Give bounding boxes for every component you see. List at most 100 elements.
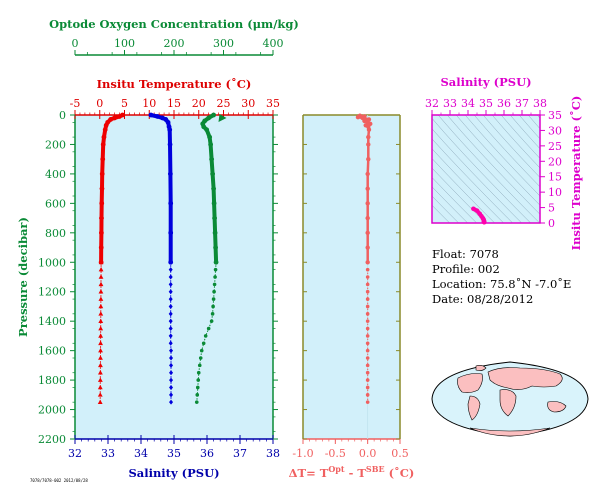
temperature-tick-label: 20 (192, 97, 206, 110)
ts-point (481, 219, 487, 225)
delta-t-tick-label: 0.0 (359, 447, 377, 460)
salinity-deep-point (168, 311, 173, 317)
salinity-deep-point (169, 377, 174, 383)
temperature-point (101, 134, 107, 140)
salinity-deep-point (168, 296, 173, 302)
temperature-tick-label: 10 (142, 97, 156, 110)
delta-t-axis-title-part: Opt (328, 464, 345, 474)
oxygen-point (207, 134, 213, 140)
ts-sal-tick-label: 34 (461, 97, 475, 110)
ts-sal-tick-label: 32 (425, 97, 439, 110)
temperature-point (99, 200, 105, 206)
oxygen-point (206, 115, 212, 121)
temperature-tick-label: 25 (217, 97, 231, 110)
oxygen-deep-point (195, 385, 200, 390)
delta-t-tick-label: 0.5 (391, 447, 409, 460)
ts-density-contour (464, 115, 540, 197)
temperature-point (112, 115, 117, 121)
temperature-tick-label: 35 (266, 97, 280, 110)
world-map (431, 361, 589, 437)
ts-sal-tick-label: 35 (479, 97, 493, 110)
ts-density-contours (432, 115, 540, 223)
oxygen-deep-point (206, 326, 211, 331)
salinity-point (168, 200, 174, 206)
salinity-deep-point (168, 281, 173, 287)
footer-tag: 7078/7078-002 2012/08/28 (30, 478, 88, 483)
temperature-deep-point (98, 340, 103, 346)
delta-t-deep-point (365, 267, 370, 272)
ts-density-contour (518, 115, 540, 140)
info-profile: Profile: 002 (432, 262, 500, 276)
delta-t-deep-point (365, 341, 370, 346)
oxygen-deep-point (211, 297, 216, 301)
oxygen-deep-point (197, 363, 202, 368)
delta-t-point (365, 186, 370, 191)
temperature-deep-point (98, 333, 104, 338)
oxygen-tick-label: 100 (114, 37, 135, 50)
info-location: Location: 75.8˚N -7.0˚E (432, 277, 571, 291)
ts-point (474, 208, 480, 213)
salinity-deep-point (168, 267, 173, 273)
delta-t-panel-bg (303, 115, 400, 439)
ts-temp-tick-label: 15 (548, 171, 562, 184)
ts-density-contour (509, 115, 540, 150)
salinity-deep-point (169, 384, 174, 390)
delta-t-deep-point (365, 363, 370, 368)
delta-t-deep-point (365, 356, 370, 360)
oxygen-point (212, 215, 217, 221)
salinity-deep-point (169, 370, 174, 376)
oxygen-deep-point (214, 260, 218, 265)
oxygen-tick-label: 400 (263, 37, 284, 50)
delta-t-axis-title-part: - T (345, 466, 367, 480)
pressure-tick-label: 400 (45, 168, 66, 181)
ts-temp-tick-label: 0 (548, 217, 555, 230)
oxygen-deep-point (201, 341, 206, 346)
temperature-deep-point (97, 370, 103, 375)
delta-t-tick-label: -1.0 (292, 447, 313, 460)
ts-density-contour (482, 115, 540, 178)
salinity-tick-label: 33 (101, 447, 115, 460)
salinity-tick-label: 35 (167, 447, 181, 460)
oxygen-point (212, 230, 218, 236)
temperature-deep-point (98, 311, 104, 316)
pressure-tick-label: 1800 (38, 374, 66, 387)
pressure-tick-label: 2000 (38, 404, 66, 417)
delta-t-deep-point (365, 385, 370, 390)
salinity-deep-point (168, 289, 173, 295)
delta-t-point (365, 215, 370, 221)
salinity-deep-point (168, 318, 173, 324)
oxygen-deep-point (211, 304, 215, 309)
ts-sal-tick-label: 38 (533, 97, 547, 110)
delta-t-deep-point (365, 304, 370, 309)
salinity-point (148, 112, 154, 118)
ts-sal-axis-title: Salinity (PSU) (440, 75, 531, 89)
salinity-tick-label: 34 (134, 447, 148, 460)
oxygen-point (211, 200, 217, 206)
oxygen-tick-label: 300 (213, 37, 234, 50)
ts-temp-tick-label: 35 (548, 109, 562, 122)
salinity-point (167, 171, 173, 177)
temperature-point (99, 215, 104, 221)
temperature-tick-label: 5 (121, 97, 128, 110)
salinity-deep-point (169, 399, 174, 405)
pressure-tick-label: 600 (45, 197, 66, 210)
temperature-deep-point (98, 318, 104, 323)
ts-density-contour (432, 117, 532, 223)
temperature-point (100, 156, 106, 162)
delta-t-point (365, 230, 370, 236)
delta-t-deep-point (365, 297, 370, 301)
oxygen-point (210, 171, 216, 177)
salinity-deep-point (169, 362, 174, 368)
temperature-deep-point (98, 267, 104, 272)
oxygen-deep-point (195, 393, 200, 397)
temperature-point (102, 127, 108, 133)
oxygen-deep-point (198, 356, 203, 360)
pressure-tick-label: 1400 (38, 315, 66, 328)
ts-density-contour (455, 115, 540, 206)
temperature-tick-label: 15 (167, 97, 181, 110)
pressure-axis-title: Pressure (decibar) (16, 217, 30, 337)
delta-t-deep-point (365, 378, 370, 382)
temperature-deep-point (98, 362, 103, 368)
